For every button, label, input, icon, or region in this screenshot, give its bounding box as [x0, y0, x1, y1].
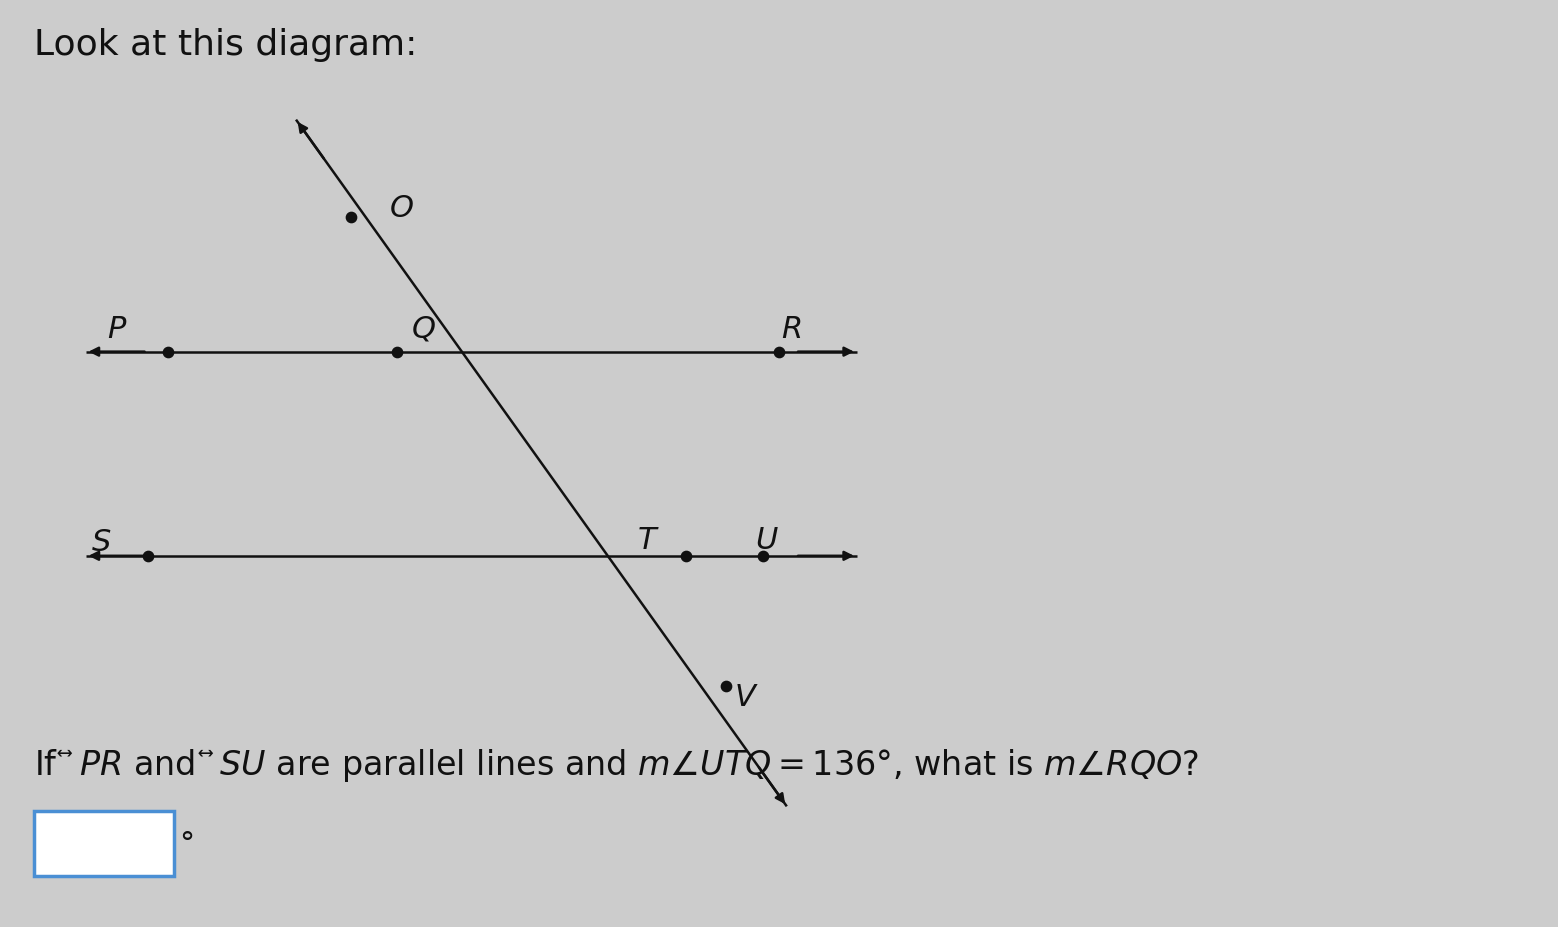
Point	[136, 549, 160, 564]
Text: T: T	[637, 525, 656, 554]
Point	[714, 679, 738, 693]
Text: S: S	[92, 527, 111, 557]
Text: V: V	[734, 682, 756, 712]
Point	[767, 345, 791, 360]
Point	[338, 210, 363, 225]
Text: O: O	[390, 194, 414, 223]
Point	[673, 549, 698, 564]
Point	[751, 549, 776, 564]
Text: U: U	[756, 525, 777, 554]
Point	[156, 345, 181, 360]
Text: Q: Q	[411, 314, 436, 344]
Text: R: R	[781, 314, 802, 344]
Text: If $\overleftrightarrow{PR}$ and $\overleftrightarrow{SU}$ are parallel lines an: If $\overleftrightarrow{PR}$ and $\overl…	[34, 746, 1200, 783]
Text: P: P	[108, 314, 126, 344]
FancyBboxPatch shape	[34, 811, 174, 876]
Text: Look at this diagram:: Look at this diagram:	[34, 28, 418, 62]
Point	[385, 345, 410, 360]
Text: °: °	[179, 829, 195, 858]
